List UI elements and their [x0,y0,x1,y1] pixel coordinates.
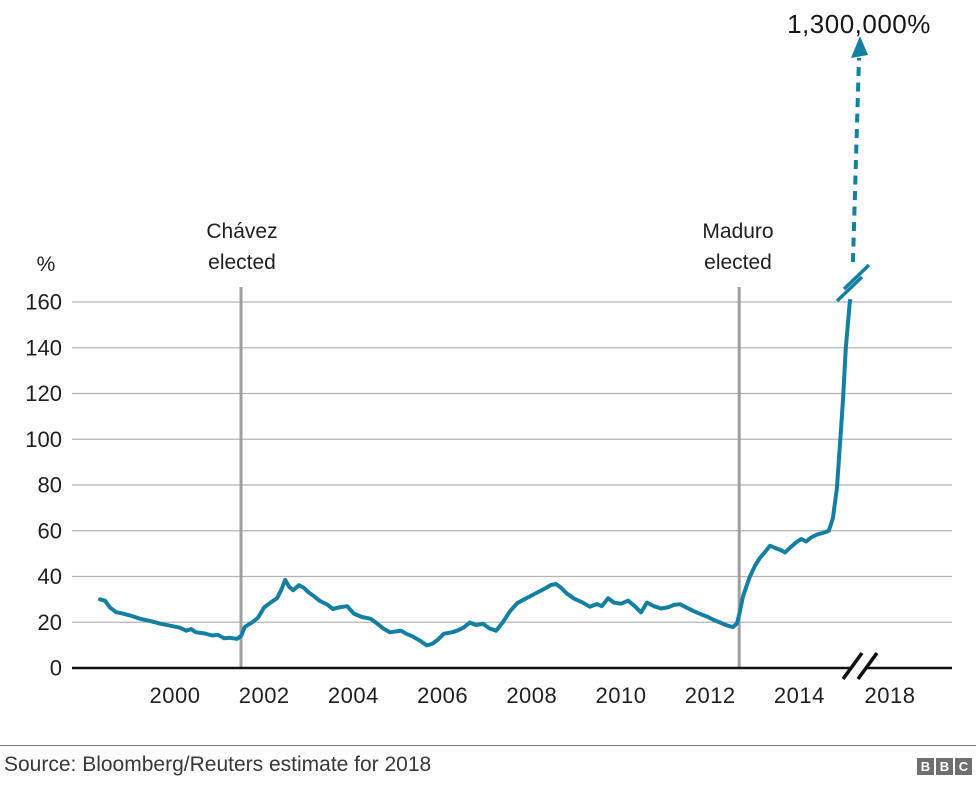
y-tick-label-40: 40 [38,564,62,589]
y-axis-unit-label: % [37,253,56,276]
annotation-chavez-elected: Chávez elected [132,216,352,278]
x-axis-break-slash-2 [856,651,879,681]
x-tick-label-2002: 2002 [239,683,290,708]
x-tick-label-2000: 2000 [150,683,201,708]
bbc-logo: B B C [917,758,972,775]
x-tick-label-2008: 2008 [506,683,557,708]
source-credit: Source: Bloomberg/Reuters estimate for 2… [4,753,432,776]
footer-divider [0,745,976,746]
x-tick-label-2018: 2018 [865,683,916,708]
bbc-logo-block-1: B [917,758,934,775]
bbc-logo-block-3: C [955,758,972,775]
x-tick-label-2006: 2006 [417,683,468,708]
y-tick-label-160: 160 [25,290,62,315]
off-scale-arrow-shaft [850,57,861,294]
annotation-chavez-line2: elected [208,251,276,274]
annotation-maduro-line2: elected [704,251,772,274]
y-tick-label-60: 60 [38,518,62,543]
inflation-line [98,294,854,648]
y-tick-label-20: 20 [38,610,62,635]
line-break-slash-1 [835,275,864,303]
x-axis-break-slash-1 [841,651,864,681]
line-break-slash-2 [842,263,871,291]
annotation-maduro-elected: Maduro elected [628,216,848,278]
off-scale-value-callout: 1,300,000% [787,9,931,39]
bbc-logo-block-2: B [936,758,953,775]
y-tick-label-120: 120 [25,381,62,406]
chart-plot-area: 0 20 40 60 80 100 120 140 160% 2000 2002 2004 2006 20… [25,36,952,708]
x-tick-label-2010: 2010 [596,683,647,708]
y-tick-label-0: 0 [50,656,62,681]
y-tick-label-140: 140 [25,335,62,360]
annotation-maduro-line1: Maduro [702,220,774,243]
x-tick-label-2004: 2004 [328,683,379,708]
y-tick-label-80: 80 [38,473,62,498]
y-tick-label-100: 100 [25,427,62,452]
off-scale-arrow-head [851,36,868,58]
x-tick-label-2012: 2012 [685,683,736,708]
annotation-chavez-line1: Chávez [206,220,278,243]
x-tick-label-2014: 2014 [774,683,825,708]
